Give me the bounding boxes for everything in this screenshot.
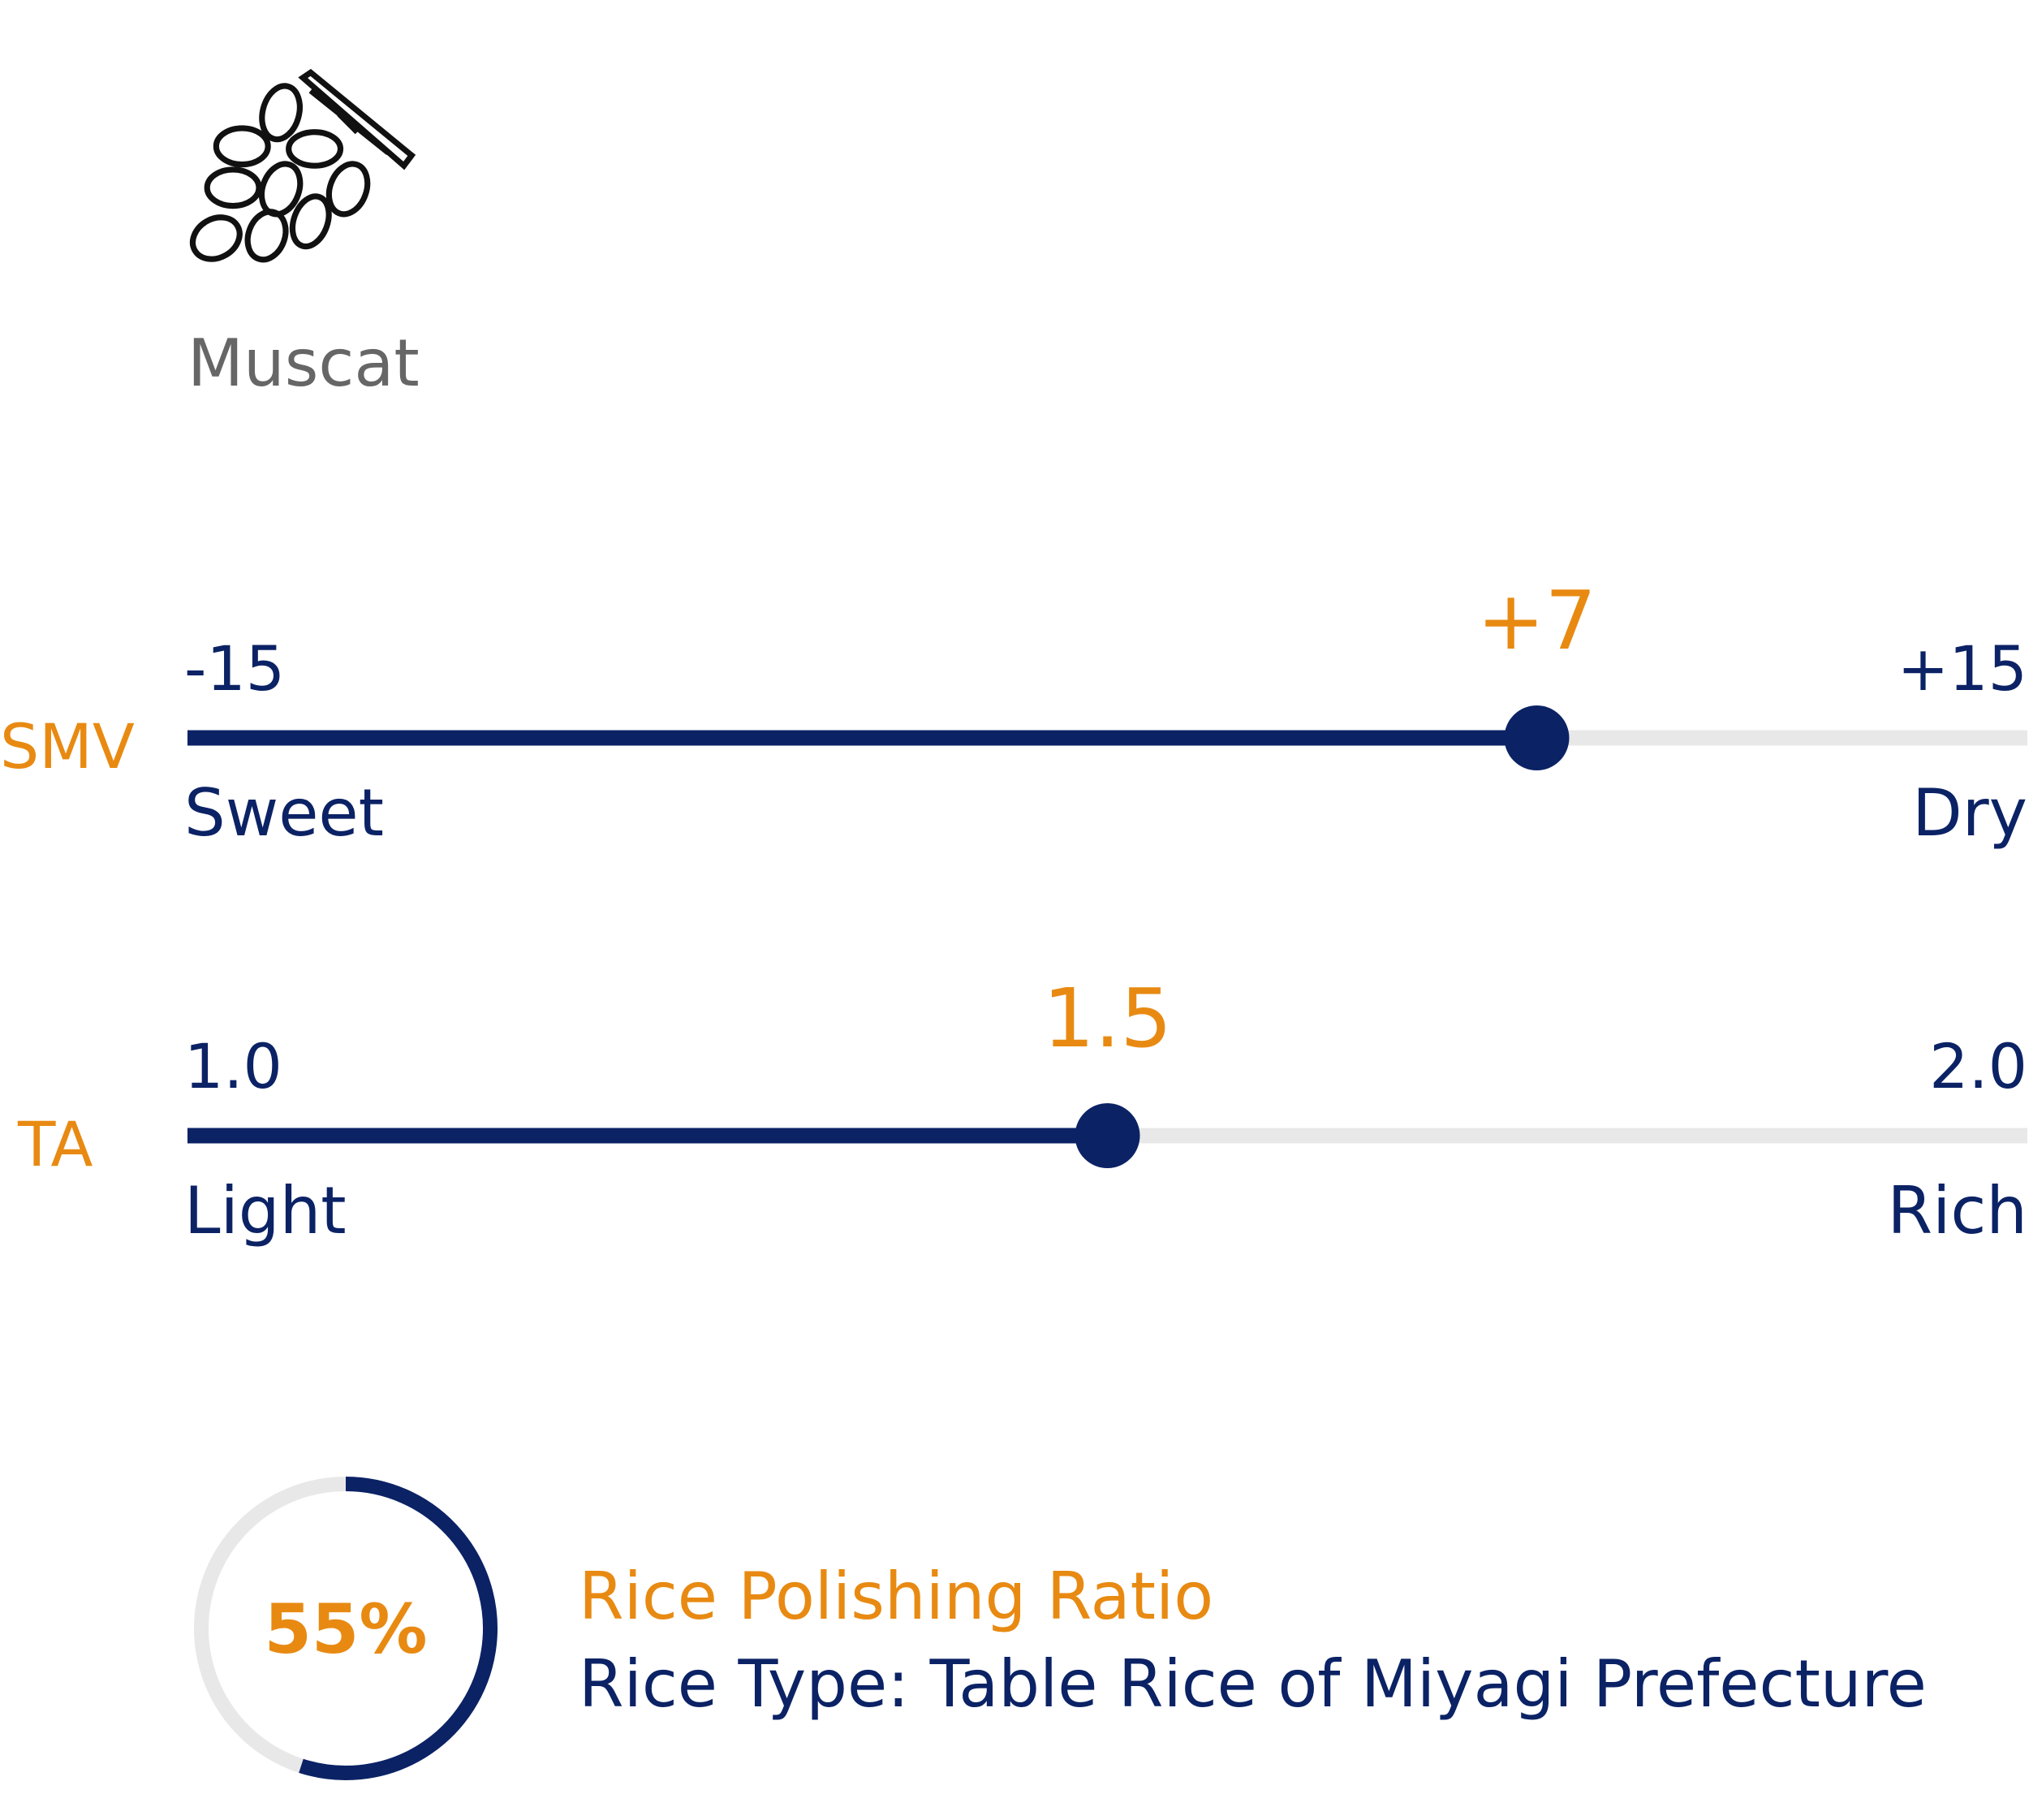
slider-handle: [1504, 705, 1570, 770]
slider-value: +7: [1477, 573, 1596, 668]
slider-low-label: Sweet: [184, 775, 384, 851]
slider-max: +15: [1898, 632, 2027, 705]
grape-icon: [189, 68, 416, 263]
slider-handle: [1075, 1103, 1140, 1168]
flavor-label: Muscat: [187, 326, 420, 401]
slider-max: 2.0: [1929, 1030, 2027, 1102]
rice-type: Rice Type: Table Rice of Miyagi Prefectu…: [579, 1646, 1927, 1722]
slider-name: TA: [17, 1108, 93, 1180]
slider-min: 1.0: [184, 1030, 282, 1102]
polishing-title: Rice Polishing Ratio: [579, 1559, 1213, 1634]
gauge-arc: [299, 1477, 498, 1780]
slider-value: 1.5: [1043, 971, 1172, 1066]
sliders: SMV -15 +15 +7 Sweet Dry TA 1.0 2.0 1.5 Light Rich: [0, 573, 2027, 1249]
slider-high-label: Dry: [1912, 775, 2027, 851]
slider-min: -15: [184, 632, 285, 705]
slider-low-label: Light: [184, 1173, 347, 1249]
polishing-gauge: 55%: [194, 1477, 498, 1780]
slider-high-label: Rich: [1888, 1173, 2028, 1249]
gauge-label: 55%: [264, 1589, 427, 1669]
slider-name: SMV: [0, 710, 135, 783]
